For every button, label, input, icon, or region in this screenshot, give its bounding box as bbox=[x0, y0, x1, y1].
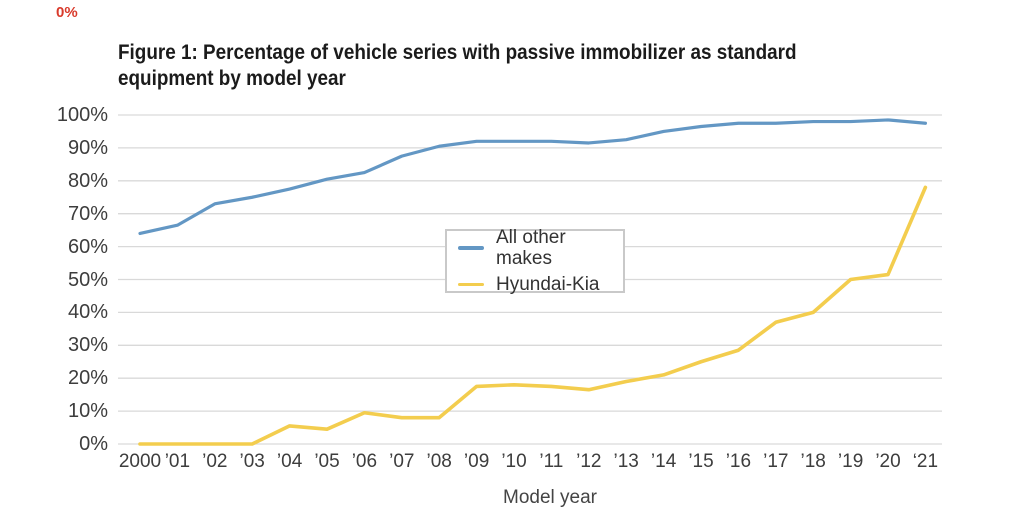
series-line-all-other-makes bbox=[138, 118, 928, 236]
x-tick-label: ’04 bbox=[276, 451, 303, 472]
x-tick-label: ’16 bbox=[725, 451, 752, 472]
legend-label: All other makes bbox=[496, 227, 566, 269]
x-tick-label: ’17 bbox=[763, 451, 789, 472]
legend-item: Hyundai-Kia bbox=[458, 274, 623, 295]
y-tick-label: 0% bbox=[79, 433, 108, 455]
figure-title-line2: equipment by model year bbox=[118, 67, 346, 90]
x-tick-label: ’01 bbox=[164, 451, 191, 472]
figure-title-line1: Figure 1: Percentage of vehicle series w… bbox=[118, 41, 797, 64]
x-tick-label: ’02 bbox=[202, 451, 228, 472]
x-tick-label: ’03 bbox=[239, 451, 265, 472]
legend-item: All other makes bbox=[458, 227, 623, 269]
x-tick-label: ’12 bbox=[576, 451, 602, 472]
x-tick-label: ’11 bbox=[539, 451, 564, 472]
x-tick-label: 2000 bbox=[118, 451, 162, 472]
y-tick-label: 10% bbox=[67, 400, 108, 423]
legend-line-swatch bbox=[458, 246, 484, 250]
x-tick-label: ’10 bbox=[501, 451, 527, 472]
x-tick-label: ’18 bbox=[800, 451, 826, 472]
x-axis-title: Model year bbox=[503, 487, 597, 508]
y-tick-label: 90% bbox=[67, 136, 108, 159]
y-tick-label: 80% bbox=[67, 169, 108, 192]
x-tick-label: ‘21 bbox=[912, 451, 939, 472]
y-tick-label: 50% bbox=[67, 268, 108, 291]
y-tick-label: 40% bbox=[67, 301, 108, 324]
y-tick-label: 30% bbox=[67, 334, 108, 357]
x-tick-label: ’07 bbox=[389, 451, 415, 472]
x-tick-label: ’14 bbox=[650, 451, 677, 472]
x-tick-label: ’09 bbox=[463, 451, 490, 472]
legend-line-swatch bbox=[458, 282, 484, 287]
x-tick-label: ’08 bbox=[426, 451, 452, 472]
x-tick-label: ’06 bbox=[351, 451, 378, 472]
legend-label: Hyundai-Kia bbox=[496, 274, 600, 295]
y-tick-label: 100% bbox=[56, 104, 108, 126]
series-lines bbox=[138, 118, 928, 446]
x-tick-label: ’13 bbox=[613, 451, 639, 472]
x-tick-label: ’15 bbox=[688, 451, 714, 472]
y-tick-label: 70% bbox=[67, 202, 108, 225]
figure-title: Figure 1: Percentage of vehicle series w… bbox=[118, 40, 856, 92]
x-tick-label: ’20 bbox=[875, 451, 901, 472]
x-tick-label: ’19 bbox=[837, 451, 864, 472]
y-tick-label: 20% bbox=[67, 367, 108, 390]
x-tick-label: ’05 bbox=[314, 451, 340, 472]
series-line-hyundai-kia bbox=[138, 185, 928, 446]
y-tick-label: 60% bbox=[67, 235, 108, 258]
stray-axis-label: 0% bbox=[56, 4, 78, 21]
chart-legend: All other makes Hyundai-Kia bbox=[445, 227, 625, 295]
